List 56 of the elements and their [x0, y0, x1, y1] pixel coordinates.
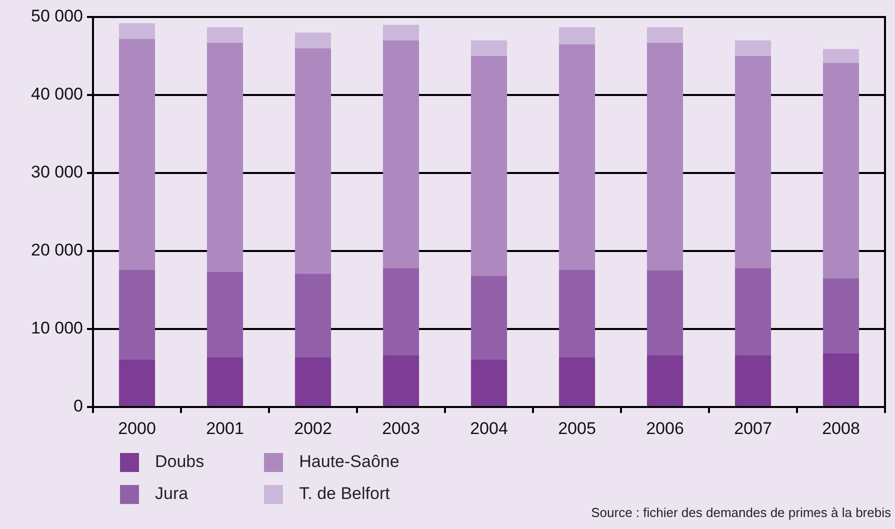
x-tick-label: 2008: [822, 418, 860, 438]
y-tick-label: 20 000: [31, 240, 83, 260]
x-tick-label: 2003: [382, 418, 420, 438]
bar: [558, 270, 596, 358]
y-tick-label: 10 000: [31, 318, 83, 338]
bar: [558, 357, 596, 406]
bar: [206, 27, 244, 43]
bar: [382, 356, 420, 406]
bar: [206, 357, 244, 406]
bar: [822, 278, 860, 354]
bar: [382, 40, 420, 268]
bar: [646, 356, 684, 406]
bar: [294, 274, 332, 358]
bar: [294, 357, 332, 406]
x-tick-label: 2007: [734, 418, 772, 438]
y-tick-label: 0: [74, 396, 83, 416]
x-tick-label: 2001: [206, 418, 244, 438]
bar: [118, 23, 156, 39]
bar: [734, 356, 772, 406]
x-tick-label: 2000: [118, 418, 156, 438]
bar: [558, 44, 596, 270]
bar: [118, 270, 156, 360]
bar: [646, 270, 684, 356]
bar: [294, 48, 332, 274]
bar: [822, 353, 860, 406]
x-tick-label: 2002: [294, 418, 332, 438]
legend-label: T. de Belfort: [299, 484, 390, 504]
bar: [822, 63, 860, 278]
legend-label: Doubs: [155, 452, 204, 472]
bar: [470, 56, 508, 276]
bar: [558, 27, 596, 44]
bar: [118, 359, 156, 406]
legend-label: Jura: [155, 484, 188, 504]
bar: [646, 42, 684, 270]
bar: [206, 272, 244, 358]
x-tick-label: 2005: [558, 418, 596, 438]
legend-label: Haute-Saône: [299, 452, 400, 472]
bar: [734, 40, 772, 56]
bar: [470, 276, 508, 360]
y-tick-label: 50 000: [31, 6, 83, 26]
bar: [382, 268, 420, 356]
bar: [470, 40, 508, 56]
bar: [822, 48, 860, 64]
bar: [118, 38, 156, 270]
x-tick-label: 2006: [646, 418, 684, 438]
bar: [734, 56, 772, 268]
source-note: Source : fichier des demandes de primes à la brebis: [591, 505, 891, 520]
bar: [646, 27, 684, 43]
bar: [206, 42, 244, 272]
x-tick-label: 2004: [470, 418, 508, 438]
bar: [734, 268, 772, 356]
y-tick-label: 40 000: [31, 84, 83, 104]
y-tick-label: 30 000: [31, 162, 83, 182]
bar: [382, 24, 420, 40]
bar: [470, 359, 508, 406]
bar: [294, 32, 332, 48]
